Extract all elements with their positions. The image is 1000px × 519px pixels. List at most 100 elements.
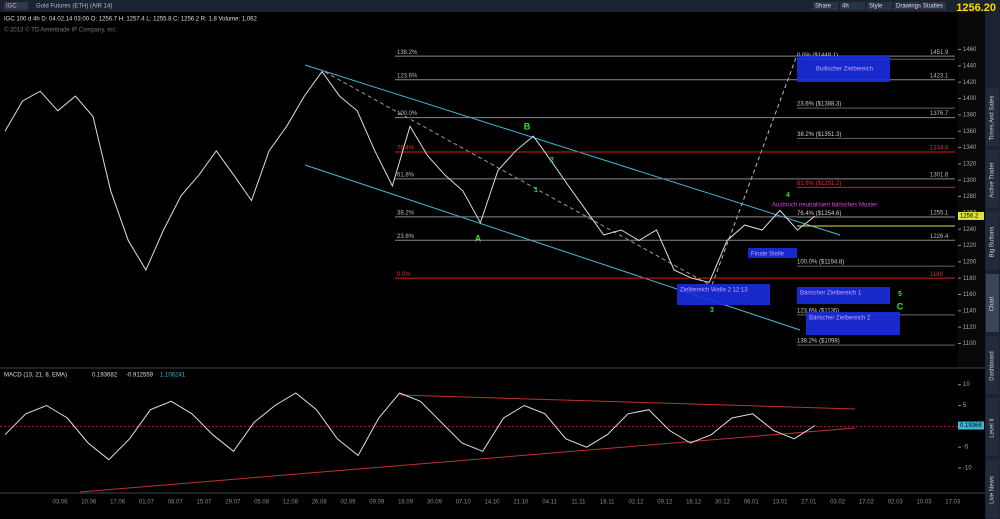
x-tick-label: 09.09 xyxy=(369,500,385,506)
x-tick-label: 21.10 xyxy=(513,500,529,506)
fib-level: 38.2% xyxy=(397,210,415,216)
target-zone-label: Bullischer Zielbereich xyxy=(816,67,873,73)
fib-price: 1376.7 xyxy=(930,111,949,117)
side-tab[interactable] xyxy=(986,150,999,208)
fib-label: 100.0% ($1194.8) xyxy=(797,260,844,266)
target-zone-label: Bärischer Zielbereich 1 xyxy=(800,291,862,297)
y-tick-label: 1460 xyxy=(963,47,977,53)
fib-level: 100.0% xyxy=(397,111,418,117)
y-tick-label: -10 xyxy=(963,466,972,472)
macd-line xyxy=(4,392,816,461)
toolbar xyxy=(0,0,1000,12)
side-tab[interactable] xyxy=(986,460,999,518)
toolbar-button[interactable] xyxy=(894,2,919,10)
last-price: 1256.20 xyxy=(956,2,996,14)
toolbar-button-label: Studies xyxy=(923,4,943,10)
toolbar-button-label: Drawings xyxy=(896,4,921,10)
x-tick-label: 11.11 xyxy=(571,500,586,506)
fib-label: 123.6% ($1135) xyxy=(797,309,839,315)
toolbar-button[interactable] xyxy=(921,2,946,10)
fib-price: 1180 xyxy=(930,272,944,278)
symbol-box[interactable] xyxy=(4,2,28,10)
target-zone xyxy=(797,56,890,82)
wave-label: C xyxy=(897,301,904,311)
y-tick-label: 1180 xyxy=(963,276,977,282)
fib-label: 61.8% ($1291.2) xyxy=(797,181,841,187)
fib-level: 76.4% xyxy=(397,146,415,152)
macd-readout: -0.912559 xyxy=(126,373,154,379)
side-tab-label: Level II xyxy=(990,418,996,438)
y-tick-label: 1400 xyxy=(963,96,977,102)
toolbar-button-label: Style xyxy=(869,4,883,10)
fib-level: 123.6% xyxy=(397,73,418,79)
copyright: © 2013 © TD Ameritrade IP Company, Inc. xyxy=(4,27,117,34)
x-tick-label: 03.02 xyxy=(830,500,846,506)
y-tick-label: 1320 xyxy=(963,161,977,167)
x-tick-label: 06.01 xyxy=(744,500,760,506)
y-tick-label: 1240 xyxy=(963,227,977,233)
triangle-line xyxy=(79,427,856,493)
fib-price: 1423.1 xyxy=(930,73,949,79)
y-tick-label: 1120 xyxy=(963,325,977,331)
target-zone xyxy=(806,312,900,335)
side-tab[interactable] xyxy=(986,336,999,394)
y-tick-label: 1100 xyxy=(963,341,977,347)
y-tick-label: 1380 xyxy=(963,112,977,118)
last-price-tag xyxy=(958,211,984,220)
description: Gold Futures (ETH) (AIR 14) xyxy=(36,4,112,10)
target-zone-label: Finale Stelle xyxy=(751,252,785,258)
y-tick-label: 1280 xyxy=(963,194,977,200)
toolbar-button[interactable] xyxy=(840,2,865,10)
macd-title: MACD (13, 21, 8, EMA) xyxy=(4,373,67,379)
side-tab-label: Active Trader xyxy=(990,162,996,197)
x-tick-label: 27.01 xyxy=(801,500,817,506)
x-tick-label: 30.09 xyxy=(427,500,443,506)
side-tab[interactable] xyxy=(986,212,999,270)
x-tick-label: 01.07 xyxy=(139,500,155,506)
x-tick-label: 12.08 xyxy=(283,500,299,506)
toolbar-button[interactable] xyxy=(813,2,838,10)
target-zone-label: Zielbereich Welle 2 12:13 xyxy=(680,288,748,294)
y-tick-label: 1220 xyxy=(963,243,977,249)
target-zone-label: Bärischer Zielbereich 2 xyxy=(809,316,871,322)
x-tick-label: 13.01 xyxy=(772,500,788,506)
y-tick-label: 1300 xyxy=(963,178,977,184)
fib-label: 0.0% ($1448.1) xyxy=(797,53,838,59)
fib-label: 138.2% ($1098) xyxy=(797,339,840,345)
side-tab[interactable] xyxy=(986,398,999,456)
target-zone xyxy=(748,248,797,258)
macd-readout: 0.193682 xyxy=(92,373,118,379)
channel-line xyxy=(304,64,841,236)
target-zone xyxy=(677,284,770,305)
target-zone xyxy=(797,287,890,304)
x-tick-label: 26.08 xyxy=(312,500,328,506)
fib-price: 1226.4 xyxy=(930,234,949,240)
wave-label: 3 xyxy=(710,307,714,314)
side-tab-label: Dashboard xyxy=(990,351,996,380)
side-tab[interactable] xyxy=(986,88,999,146)
y-tick-label: -5 xyxy=(963,445,969,451)
x-tick-label: 02.12 xyxy=(628,500,644,506)
annotation: Ausbruch neutralisiert bärisches Muster xyxy=(772,203,877,209)
side-tab-label: Live News xyxy=(990,476,996,504)
y-tick-label: 1420 xyxy=(963,80,977,86)
side-tab-label: Chart xyxy=(990,296,996,311)
symbol: IGC xyxy=(6,4,17,10)
x-tick-label: 10.03 xyxy=(916,500,932,506)
x-tick-label: 30.12 xyxy=(715,500,731,506)
fib-price: 1334.6 xyxy=(930,146,949,152)
side-tab[interactable] xyxy=(986,274,999,332)
toolbar-button[interactable] xyxy=(867,2,892,10)
x-tick-label: 17.06 xyxy=(110,500,126,506)
fib-label: 38.2% ($1351.3) xyxy=(797,132,841,138)
price-line xyxy=(4,70,816,283)
x-tick-label: 02.03 xyxy=(888,500,904,506)
price-axis xyxy=(958,12,985,368)
x-tick-label: 07.10 xyxy=(456,500,472,506)
fib-level: 0.0% xyxy=(397,272,411,278)
fib-level: 61.8% xyxy=(397,172,415,178)
fib-level: 23.6% xyxy=(397,234,415,240)
macd-readout: 1.106241 xyxy=(160,373,186,379)
x-tick-label: 10.06 xyxy=(81,500,97,506)
